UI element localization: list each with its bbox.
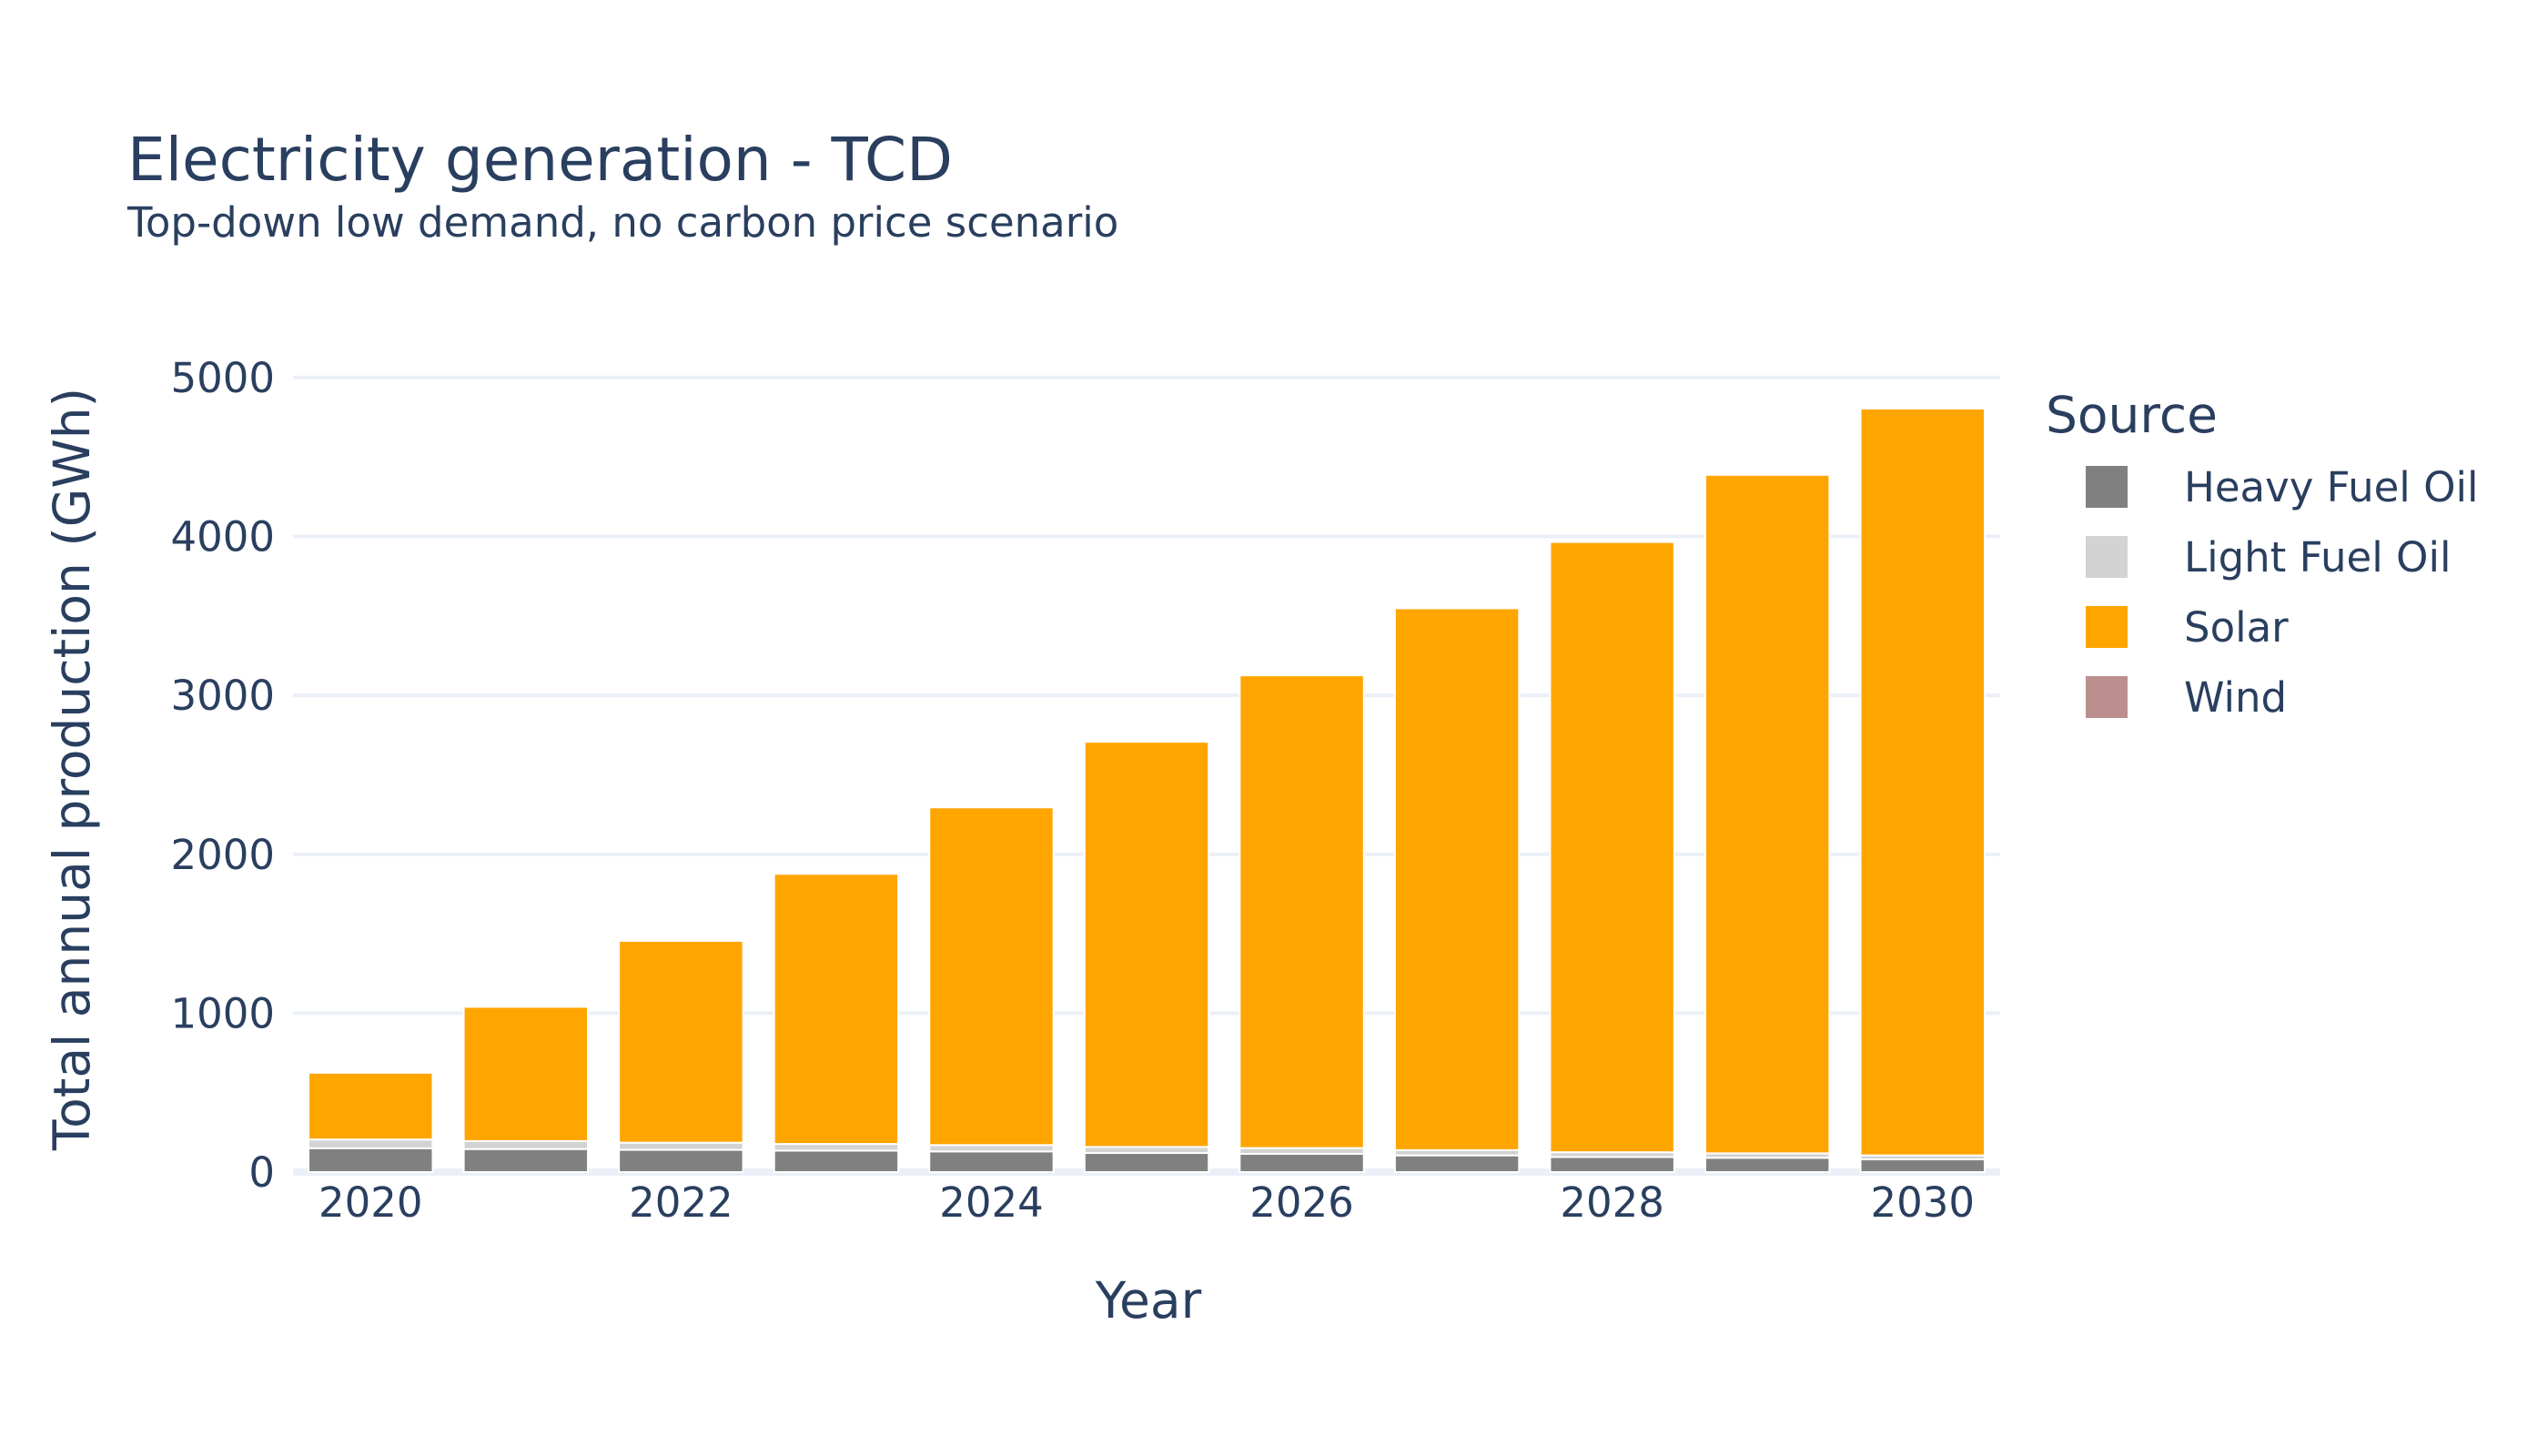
legend-label: Light Fuel Oil [2184,533,2451,581]
bar-solar-2027 [1393,607,1521,1151]
bar-heavy-fuel-oil-2024 [928,1150,1055,1174]
bar-light-fuel-oil-2020 [308,1138,434,1149]
bar-heavy-fuel-oil-2020 [308,1147,434,1174]
bar-heavy-fuel-oil-2030 [1859,1158,1986,1173]
y-tick-label: 1000 [170,989,275,1037]
y-axis-title: Total annual production (GWh) [43,388,101,1151]
bar-solar-2020 [308,1071,434,1141]
x-tick-label: 2020 [318,1178,423,1227]
legend-label: Solar [2184,603,2289,652]
bar-heavy-fuel-oil-2025 [1083,1152,1210,1173]
bar-solar-2022 [618,939,744,1144]
x-axis-ticks: 2020 2022 2024 2026 2028 2030 [318,1178,1975,1227]
bar-light-fuel-oil-2024 [928,1144,1055,1153]
chart-subtitle: Top-down low demand, no carbon price sce… [126,198,1118,247]
bar-heavy-fuel-oil-2026 [1239,1152,1365,1173]
bar-heavy-fuel-oil-2022 [618,1148,744,1173]
bar-solar-2026 [1239,674,1365,1149]
x-axis-title: Year [1095,1271,1202,1330]
bar-heavy-fuel-oil-2023 [773,1149,900,1173]
legend-swatch-solar [2086,606,2128,648]
bar-solar-2029 [1704,473,1831,1155]
legend-swatch-wind [2086,676,2128,718]
bar-light-fuel-oil-2023 [773,1143,900,1152]
bar-light-fuel-oil-2021 [462,1139,590,1150]
bars [308,407,1986,1174]
legend-label: Wind [2184,673,2287,722]
legend-label: Heavy Fuel Oil [2184,463,2479,511]
y-tick-label: 3000 [170,672,275,720]
y-tick-label: 5000 [170,354,275,402]
legend-swatch-heavy-fuel-oil [2086,466,2128,508]
bar-solar-2023 [773,873,900,1146]
y-tick-label: 4000 [170,513,275,561]
bar-solar-2024 [928,806,1055,1147]
bar-solar-2025 [1083,741,1210,1148]
bar-solar-2021 [462,1006,590,1142]
x-tick-label: 2026 [1249,1178,1354,1227]
bar-solar-2030 [1859,407,1986,1157]
x-tick-label: 2022 [629,1178,733,1227]
legend-swatch-light-fuel-oil [2086,536,2128,578]
y-axis-ticks: 0 1000 2000 3000 4000 5000 [170,354,275,1197]
x-tick-label: 2028 [1560,1178,1664,1227]
x-tick-label: 2024 [939,1178,1044,1227]
bar-heavy-fuel-oil-2027 [1393,1154,1521,1174]
x-tick-label: 2030 [1870,1178,1975,1227]
bar-light-fuel-oil-2022 [618,1141,744,1151]
legend: Source Heavy Fuel Oil Light Fuel Oil Solar… [2046,386,2479,722]
bar-heavy-fuel-oil-2028 [1549,1156,1675,1173]
legend-title: Source [2046,386,2218,444]
bar-heavy-fuel-oil-2029 [1704,1157,1831,1174]
bar-solar-2028 [1549,541,1675,1154]
bar-heavy-fuel-oil-2021 [462,1148,590,1174]
chart-title: Electricity generation - TCD [127,125,953,195]
y-tick-label: 0 [248,1148,275,1197]
y-tick-label: 2000 [170,831,275,879]
